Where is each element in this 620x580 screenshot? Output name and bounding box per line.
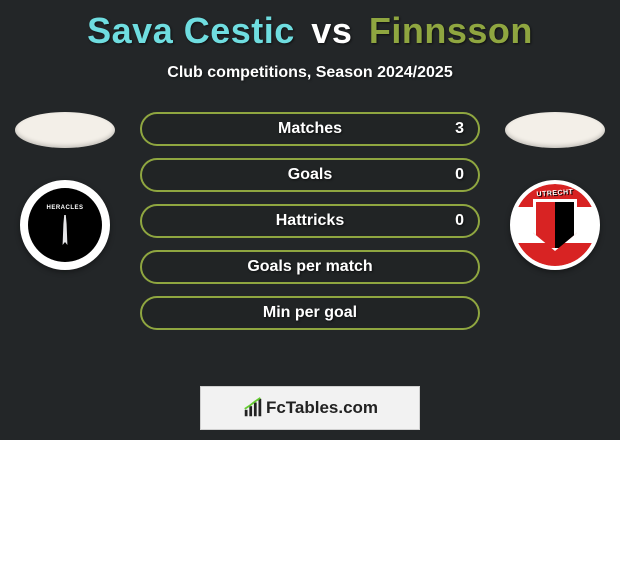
stats-card: Sava Cestic vs Finnsson Club competition… xyxy=(0,0,620,440)
player2-name: Finnsson xyxy=(369,10,533,51)
branding-box[interactable]: FcTables.com xyxy=(200,386,420,430)
branding-text: FcTables.com xyxy=(266,398,378,418)
page-title: Sava Cestic vs Finnsson xyxy=(0,0,620,52)
utrecht-shield-icon xyxy=(533,199,577,251)
content-area: HERACLES UTRECHT Matches 3 G xyxy=(0,112,620,372)
player2-club-badge: UTRECHT xyxy=(510,180,600,270)
stats-list: Matches 3 Goals 0 Hattricks 0 Goals per … xyxy=(140,112,480,330)
stat-right-value: 0 xyxy=(455,212,464,230)
right-player-column: UTRECHT xyxy=(500,112,610,270)
stat-right-value: 3 xyxy=(455,120,464,138)
utrecht-badge-text: UTRECHT xyxy=(514,187,596,200)
stat-label: Goals xyxy=(288,166,332,184)
player1-photo-placeholder xyxy=(15,112,115,148)
stat-label: Min per goal xyxy=(263,304,357,322)
stat-row: Goals 0 xyxy=(140,158,480,192)
heracles-badge-text: HERACLES xyxy=(46,205,83,211)
subtitle: Club competitions, Season 2024/2025 xyxy=(0,64,620,82)
stat-label: Matches xyxy=(278,120,342,138)
player1-club-badge: HERACLES xyxy=(20,180,110,270)
stat-label: Goals per match xyxy=(247,258,372,276)
utrecht-badge-icon: UTRECHT xyxy=(514,184,596,266)
stat-row: Min per goal xyxy=(140,296,480,330)
left-player-column: HERACLES xyxy=(10,112,120,270)
player1-name: Sava Cestic xyxy=(87,10,295,51)
stat-label: Hattricks xyxy=(276,212,344,230)
player2-photo-placeholder xyxy=(505,112,605,148)
chart-icon xyxy=(242,397,264,419)
heracles-badge-icon: HERACLES xyxy=(28,188,102,262)
stat-row: Goals per match xyxy=(140,250,480,284)
stat-row: Hattricks 0 xyxy=(140,204,480,238)
heracles-figure-icon xyxy=(61,215,69,245)
vs-text: vs xyxy=(311,10,352,51)
stat-row: Matches 3 xyxy=(140,112,480,146)
stat-right-value: 0 xyxy=(455,166,464,184)
